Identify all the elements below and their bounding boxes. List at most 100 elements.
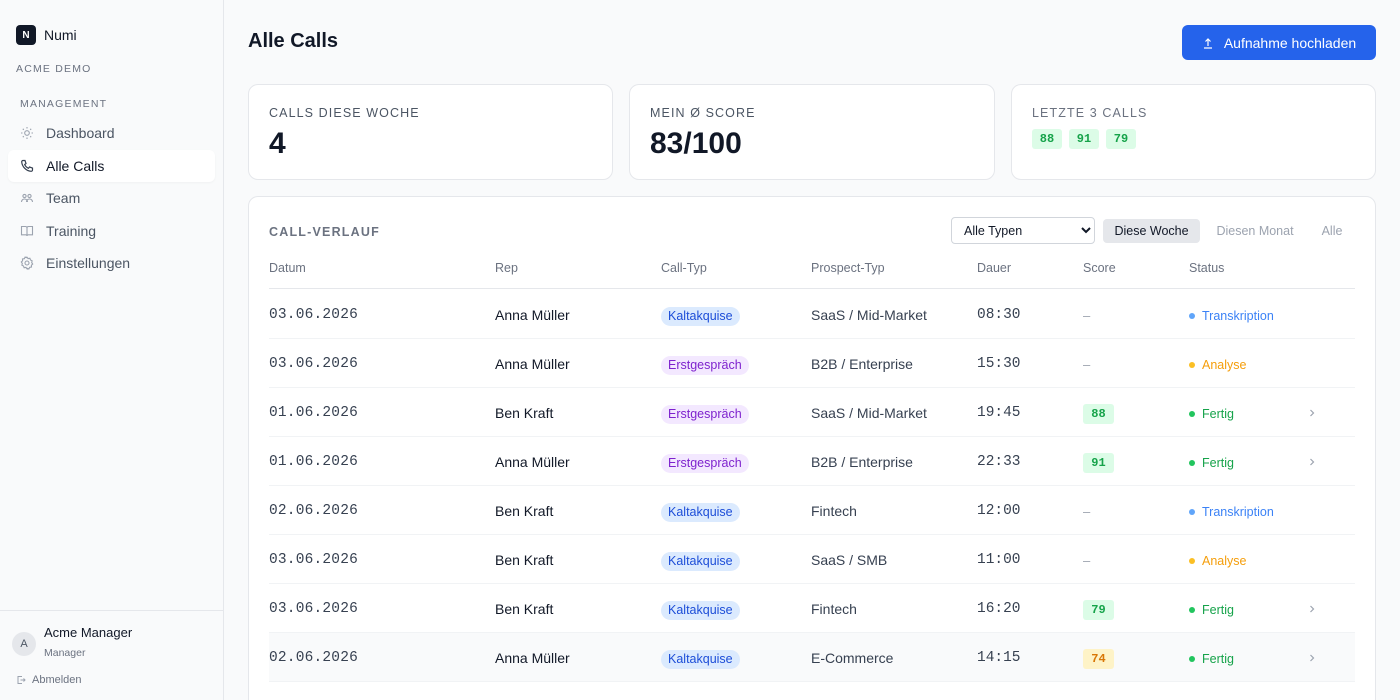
logout-button[interactable]: Abmelden [16, 674, 82, 686]
sidebar: N Numi ACME DEMO MANAGEMENT Dashboard Al… [0, 0, 224, 700]
score-badge: 79 [1083, 600, 1114, 620]
table-row[interactable]: 02.06.2026 Ben Kraft Kaltakquise Fintech 12:… [269, 486, 1355, 535]
cell-prospect: SaaS / SMB [811, 551, 888, 568]
sidebar-item-training[interactable]: Training [8, 215, 215, 247]
filter-diese-woche[interactable]: Diese Woche [1103, 219, 1200, 243]
status-dot [1189, 607, 1195, 613]
status-dot [1189, 558, 1195, 564]
status-dot [1189, 411, 1195, 417]
sidebar-item-team[interactable]: Team [8, 182, 215, 214]
brand[interactable]: N Numi [16, 25, 77, 45]
cell-rep: Ben Kraft [495, 600, 554, 617]
cell-rep: Anna Müller [495, 355, 570, 372]
sidebar-item-label: Team [46, 190, 81, 206]
table-row[interactable]: 03.06.2026 Ben Kraft Kaltakquise SaaS / SMB… [269, 535, 1355, 584]
status-badge: Transkription [1189, 505, 1274, 519]
status-dot [1189, 362, 1195, 368]
cell-date: 03.06.2026 [269, 355, 359, 372]
table-row[interactable]: 01.06.2026 Ben Kraft Erstgespräch SaaS / Mi… [269, 388, 1355, 437]
cell-rep: Anna Müller [495, 649, 570, 666]
sidebar-item-dashboard[interactable]: Dashboard [8, 117, 215, 149]
logout-icon [17, 676, 26, 684]
row-detail-chevron[interactable] [1308, 633, 1316, 682]
phone-icon [20, 159, 34, 173]
column-header-dauer[interactable]: Dauer [977, 261, 1012, 275]
cell-duration: 19:45 [977, 404, 1021, 421]
cell-score: 91 [1083, 437, 1114, 486]
stat-card-calls-week: CALLS DIESE WOCHE 4 [248, 84, 613, 180]
upload-recording-button[interactable]: Aufnahme hochladen [1182, 25, 1376, 60]
user-role: Manager [44, 647, 86, 659]
column-header-call-typ[interactable]: Call-Typ [661, 261, 707, 275]
last-calls-scores: 88 91 79 [1032, 129, 1143, 149]
cell-rep: Anna Müller [495, 306, 570, 323]
filter-alle[interactable]: Alle [1321, 224, 1343, 238]
call-history-title: CALL-VERLAUF [269, 225, 380, 239]
cell-date: 03.06.2026 [269, 551, 359, 568]
stat-card-last-calls: LETZTE 3 CALLS 88 91 79 [1011, 84, 1376, 180]
status-label: Fertig [1202, 456, 1234, 470]
call-type-badge: Erstgespräch [661, 355, 749, 375]
row-detail-chevron[interactable] [1308, 437, 1316, 486]
call-type-badge: Erstgespräch [661, 453, 749, 473]
score-empty: – [1083, 308, 1091, 323]
status-label: Analyse [1202, 554, 1247, 568]
gear-icon [20, 256, 34, 270]
logout-label: Abmelden [32, 674, 82, 686]
column-header-datum[interactable]: Datum [269, 261, 306, 275]
filter-diesen-monat[interactable]: Diesen Monat [1216, 224, 1294, 238]
cell-call-type: Erstgespräch [661, 339, 749, 388]
cell-prospect: Fintech [811, 600, 857, 617]
cell-prospect: Fintech [811, 502, 857, 519]
column-header-status[interactable]: Status [1189, 261, 1225, 275]
nav-section-label: MANAGEMENT [20, 98, 108, 110]
cell-date: 03.06.2026 [269, 306, 359, 323]
chevron-right-icon [1310, 458, 1315, 465]
avatar[interactable]: A [12, 632, 36, 656]
cell-call-type: Erstgespräch [661, 437, 749, 486]
cell-status: Transkription [1189, 290, 1274, 339]
cell-status: Analyse [1189, 339, 1246, 388]
table-row[interactable]: 02.06.2026 Anna Müller Kaltakquise E-Commer… [269, 633, 1355, 682]
status-label: Fertig [1202, 407, 1234, 421]
table-row[interactable]: 01.06.2026 Anna Müller Erstgespräch B2B / E… [269, 437, 1355, 486]
sidebar-item-alle-calls[interactable]: Alle Calls [8, 149, 215, 182]
call-type-badge: Kaltakquise [661, 502, 740, 522]
call-history-panel: CALL-VERLAUF Alle Typen Diese Woche Dies… [248, 196, 1376, 700]
sidebar-item-label: Einstellungen [46, 255, 131, 271]
cell-date: 01.06.2026 [269, 404, 359, 421]
cell-score: – [1083, 486, 1090, 535]
column-header-rep[interactable]: Rep [495, 261, 518, 275]
sidebar-item-einstellungen[interactable]: Einstellungen [8, 247, 215, 279]
cell-date: 02.06.2026 [269, 649, 359, 666]
call-type-badge: Kaltakquise [661, 306, 740, 326]
cell-status: Transkription [1189, 486, 1274, 535]
sidebar-item-label: Dashboard [46, 125, 115, 141]
cell-duration: 22:33 [977, 453, 1021, 470]
cell-score: – [1083, 535, 1090, 584]
status-dot [1189, 460, 1195, 466]
upload-recording-label: Aufnahme hochladen [1223, 34, 1357, 51]
status-badge: Fertig [1189, 603, 1234, 617]
cell-prospect: SaaS / Mid-Market [811, 306, 927, 323]
cell-duration: 16:20 [977, 600, 1021, 617]
table-row[interactable]: 03.06.2026 Anna Müller Kaltakquise SaaS / M… [269, 290, 1355, 339]
cell-call-type: Kaltakquise [661, 633, 740, 682]
score-badge: 88 [1083, 404, 1114, 424]
sidebar-item-label: Training [46, 222, 97, 239]
row-detail-chevron[interactable] [1308, 584, 1316, 633]
brand-logo: N [16, 25, 36, 45]
column-header-prospect-typ[interactable]: Prospect-Typ [811, 261, 885, 275]
call-type-filter-select[interactable]: Alle Typen [951, 217, 1095, 244]
call-type-badge: Kaltakquise [661, 649, 740, 669]
status-badge: Fertig [1189, 652, 1234, 666]
cell-prospect: SaaS / Mid-Market [811, 404, 927, 421]
table-row[interactable]: 03.06.2026 Ben Kraft Kaltakquise Fintech 16:… [269, 584, 1355, 633]
row-detail-chevron[interactable] [1308, 388, 1316, 437]
status-badge: Analyse [1189, 554, 1246, 568]
sidebar-nav: Dashboard Alle Calls Team Training Einst… [8, 117, 215, 280]
table-row[interactable]: 03.06.2026 Anna Müller Erstgespräch B2B / E… [269, 339, 1355, 388]
cell-date: 03.06.2026 [269, 600, 359, 617]
column-header-score[interactable]: Score [1083, 261, 1116, 275]
status-label: Transkription [1202, 505, 1274, 519]
